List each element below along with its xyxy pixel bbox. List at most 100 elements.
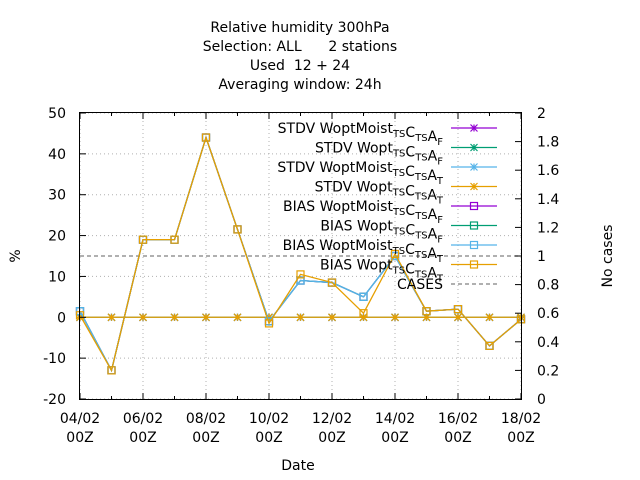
- data-point: [170, 235, 179, 244]
- y2-axis-label: No cases: [600, 225, 616, 288]
- legend-label-part: BIAS Wopt: [320, 219, 393, 235]
- x-tick-label-time: 00Z: [255, 430, 282, 446]
- y-tick-label: 0: [57, 310, 66, 326]
- data-point: [296, 313, 305, 322]
- title-line: Averaging window: 24h: [218, 77, 381, 93]
- legend-label: BIAS WoptMoistTSCTSAF: [283, 199, 443, 226]
- legend-label-part: TS: [392, 188, 405, 199]
- y-tick-label: 10: [48, 269, 66, 285]
- legend-label-part: STDV WoptMoist: [277, 160, 393, 176]
- x-tick-label-time: 00Z: [381, 430, 408, 446]
- legend-label-part: A: [427, 188, 437, 204]
- title-line: Selection: ALL 2 stations: [203, 39, 397, 55]
- y2-tick-label: 0.4: [537, 335, 559, 351]
- data-point: [233, 313, 242, 322]
- y2-tick-label: 0.8: [537, 278, 559, 294]
- y2-tick-label: 0.6: [537, 306, 559, 322]
- data-point: [422, 307, 431, 316]
- legend-label-part: F: [437, 157, 443, 168]
- x-tick-label: 10/02: [249, 411, 289, 427]
- legend-label-part: TS: [392, 129, 405, 140]
- legend-label-part: BIAS Wopt: [320, 258, 393, 274]
- legend-label-part: A: [427, 168, 437, 184]
- data-point: [454, 313, 462, 322]
- y2-tick-label: 1.4: [537, 192, 559, 208]
- legend-label-part: TS: [392, 266, 405, 277]
- axes: -20 -10 0 10 20 30 40 50 0 0.2 0.4 0.6 0.8 1 1.2 1.4 1.6…: [43, 106, 559, 446]
- legend-label-part: TS: [414, 211, 427, 222]
- x-tick-label-time: 00Z: [507, 430, 534, 446]
- legend-label-part: C: [405, 184, 415, 200]
- data-point: [469, 201, 479, 211]
- legend-label-part: TS: [414, 270, 427, 281]
- y-tick-label: 40: [48, 147, 66, 163]
- x-tick-label: 06/02: [123, 411, 163, 427]
- data-point: [327, 278, 337, 287]
- data-point: [469, 221, 479, 230]
- x-tick-label: 14/02: [375, 411, 415, 427]
- legend-label-part: T: [436, 196, 444, 207]
- data-point: [469, 240, 479, 250]
- y-axis-label: %: [8, 249, 24, 262]
- legend-label-part: A: [427, 266, 437, 282]
- data-point: [453, 305, 463, 314]
- x-tick-label: 16/02: [438, 411, 478, 427]
- legend-label-part: TS: [392, 246, 405, 257]
- y2-tick-label: 1: [537, 249, 546, 265]
- data-point: [107, 313, 116, 322]
- data-point: [391, 313, 399, 322]
- data-point: [359, 309, 368, 318]
- legend-label-part: TS: [414, 172, 427, 183]
- legend-label-part: A: [428, 129, 438, 145]
- x-tick-label-time: 00Z: [444, 430, 471, 446]
- data-point: [201, 133, 211, 142]
- legend-label-part: TS: [414, 192, 427, 203]
- legend-label: BIAS WoptTSCTSAT: [320, 258, 444, 285]
- x-tick-label-time: 00Z: [129, 430, 156, 446]
- x-tick-label: 12/02: [312, 411, 352, 427]
- y2-tick-label: 1.2: [537, 220, 559, 236]
- legend-label-part: C: [405, 125, 415, 141]
- legend-label-part: T: [436, 274, 444, 285]
- legend-label-part: STDV Wopt: [315, 141, 393, 157]
- x-tick-label-time: 00Z: [318, 430, 345, 446]
- legend-label-part: F: [437, 215, 443, 226]
- data-point: [264, 319, 274, 328]
- y-tick-label: 50: [48, 106, 66, 122]
- y2-tick-label: 2: [537, 106, 546, 122]
- y-tick-label: 20: [48, 229, 66, 245]
- y2-tick-label: 1.8: [537, 135, 559, 151]
- x-tick-label: 18/02: [501, 411, 541, 427]
- data-point: [422, 313, 431, 322]
- legend-label-part: TS: [392, 168, 405, 179]
- legend-label: STDV WoptTSCTSAF: [315, 141, 443, 168]
- legend-label: BIAS WoptMoistTSCTSAT: [283, 238, 444, 265]
- y2-tick-label: 0: [537, 392, 546, 408]
- title-line: Relative humidity 300hPa: [210, 20, 389, 36]
- legend-label-part: TS: [414, 250, 427, 261]
- data-point: [470, 143, 478, 152]
- legend-label: STDV WoptMoistTSCTSAT: [277, 160, 444, 187]
- data-point: [233, 225, 242, 234]
- legend-label-part: BIAS WoptMoist: [283, 238, 393, 254]
- x-tick-label: 04/02: [60, 411, 100, 427]
- data-point: [390, 249, 400, 259]
- legend-label-part: A: [428, 149, 438, 165]
- legend-label-part: TS: [414, 231, 427, 242]
- x-axis-label: Date: [281, 458, 314, 474]
- data-point: [170, 313, 179, 322]
- legend-label: STDV WoptTSCTSAT: [315, 180, 444, 207]
- data-point: [470, 163, 478, 171]
- legend-label-part: TS: [414, 133, 427, 144]
- legend-label-part: STDV WoptMoist: [278, 121, 394, 137]
- data-point: [485, 341, 494, 350]
- data-point: [359, 292, 368, 301]
- data-point: [485, 313, 494, 322]
- legend-label-part: A: [427, 246, 437, 262]
- legend-label-part: T: [436, 176, 444, 187]
- chart-title: Relative humidity 300hPa Selection: ALL 2…: [203, 20, 397, 93]
- data-point: [469, 260, 479, 269]
